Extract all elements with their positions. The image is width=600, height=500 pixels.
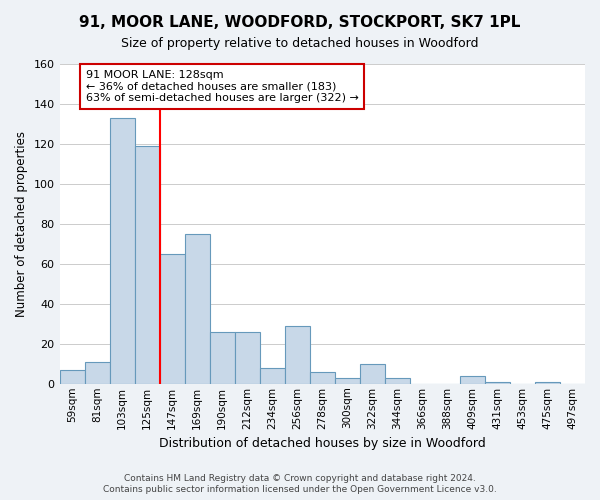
Text: Size of property relative to detached houses in Woodford: Size of property relative to detached ho… bbox=[121, 38, 479, 51]
Bar bbox=[460, 376, 485, 384]
Text: Contains HM Land Registry data © Crown copyright and database right 2024.
Contai: Contains HM Land Registry data © Crown c… bbox=[103, 474, 497, 494]
Bar bbox=[110, 118, 134, 384]
Bar bbox=[285, 326, 310, 384]
Bar bbox=[160, 254, 185, 384]
Bar bbox=[185, 234, 209, 384]
Bar bbox=[85, 362, 110, 384]
Text: 91, MOOR LANE, WOODFORD, STOCKPORT, SK7 1PL: 91, MOOR LANE, WOODFORD, STOCKPORT, SK7 … bbox=[79, 15, 521, 30]
Bar bbox=[310, 372, 335, 384]
Bar bbox=[235, 332, 260, 384]
Bar bbox=[485, 382, 510, 384]
X-axis label: Distribution of detached houses by size in Woodford: Distribution of detached houses by size … bbox=[159, 437, 485, 450]
Text: 91 MOOR LANE: 128sqm
← 36% of detached houses are smaller (183)
63% of semi-deta: 91 MOOR LANE: 128sqm ← 36% of detached h… bbox=[86, 70, 359, 103]
Bar bbox=[134, 146, 160, 384]
Bar bbox=[335, 378, 360, 384]
Bar bbox=[260, 368, 285, 384]
Y-axis label: Number of detached properties: Number of detached properties bbox=[15, 131, 28, 317]
Bar bbox=[59, 370, 85, 384]
Bar bbox=[385, 378, 410, 384]
Bar bbox=[209, 332, 235, 384]
Bar bbox=[535, 382, 560, 384]
Bar bbox=[360, 364, 385, 384]
